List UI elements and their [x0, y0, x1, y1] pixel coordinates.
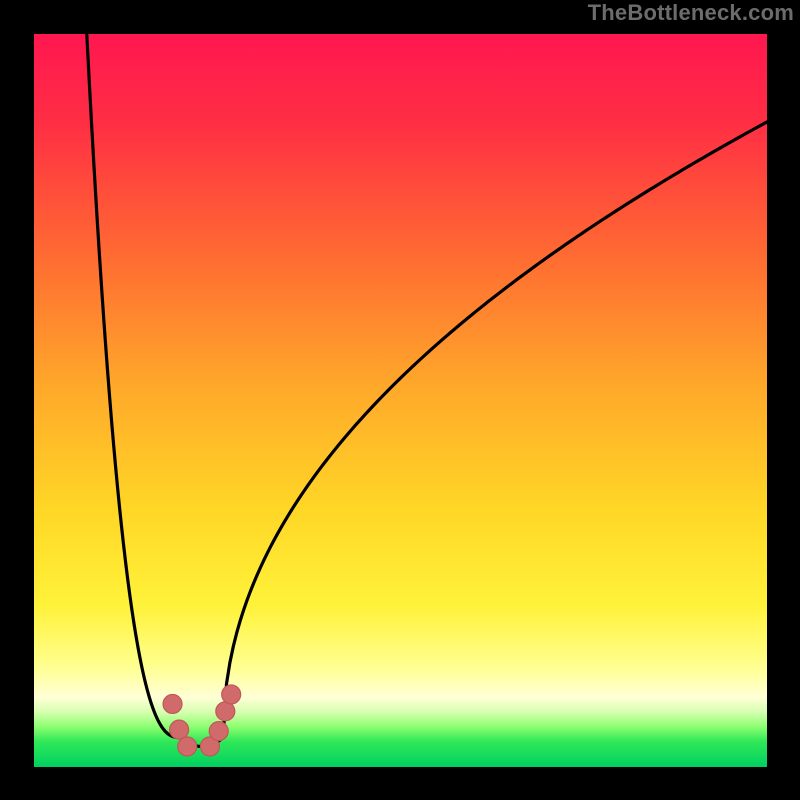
bottleneck-chart [0, 0, 800, 800]
data-marker [163, 694, 182, 713]
canvas: TheBottleneck.com [0, 0, 800, 800]
watermark-text: TheBottleneck.com [588, 0, 794, 26]
data-marker [216, 702, 235, 721]
plot-background [34, 34, 767, 767]
data-marker [209, 722, 228, 741]
data-marker [222, 685, 241, 704]
data-marker [170, 720, 189, 739]
data-marker [178, 737, 197, 756]
